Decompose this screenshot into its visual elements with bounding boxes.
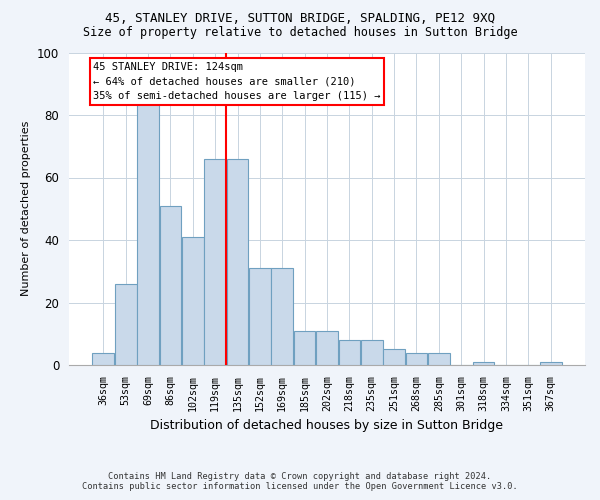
Bar [115, 284, 137, 365]
Bar [271, 268, 293, 365]
X-axis label: Distribution of detached houses by size in Sutton Bridge: Distribution of detached houses by size … [151, 419, 503, 432]
Text: Contains HM Land Registry data © Crown copyright and database right 2024.
Contai: Contains HM Land Registry data © Crown c… [82, 472, 518, 491]
Bar [249, 268, 271, 365]
Bar [92, 352, 114, 365]
Text: 45, STANLEY DRIVE, SUTTON BRIDGE, SPALDING, PE12 9XQ: 45, STANLEY DRIVE, SUTTON BRIDGE, SPALDI… [105, 12, 495, 26]
Text: 45 STANLEY DRIVE: 124sqm
← 64% of detached houses are smaller (210)
35% of semi-: 45 STANLEY DRIVE: 124sqm ← 64% of detach… [93, 62, 381, 102]
Bar [428, 352, 449, 365]
Y-axis label: Number of detached properties: Number of detached properties [22, 121, 31, 296]
Bar [227, 159, 248, 365]
Bar [316, 330, 338, 365]
Bar [473, 362, 494, 365]
Bar [361, 340, 383, 365]
Bar [540, 362, 562, 365]
Bar [182, 237, 203, 365]
Text: Size of property relative to detached houses in Sutton Bridge: Size of property relative to detached ho… [83, 26, 517, 39]
Bar [137, 102, 159, 365]
Bar [338, 340, 360, 365]
Bar [406, 352, 427, 365]
Bar [205, 159, 226, 365]
Bar [294, 330, 316, 365]
Bar [383, 350, 405, 365]
Bar [160, 206, 181, 365]
